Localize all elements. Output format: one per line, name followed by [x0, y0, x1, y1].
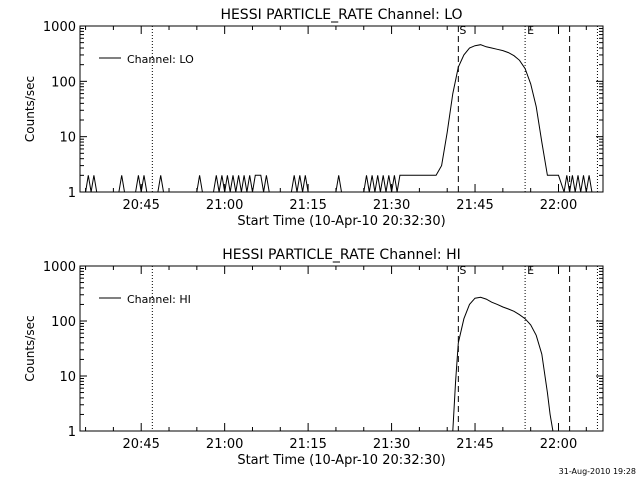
y-tick-label: 100: [51, 315, 76, 330]
x-tick-label: 21:30: [373, 437, 410, 452]
y-axis-label: Counts/sec: [23, 315, 37, 381]
y-tick-label: 1000: [43, 260, 76, 275]
x-tick-label: 21:45: [456, 198, 493, 213]
plot-frame: [79, 265, 604, 432]
marker-label-s: S: [459, 264, 466, 277]
y-tick-label: 10: [59, 131, 76, 146]
y-tick-label: 10: [59, 370, 76, 385]
x-tick-label: 21:15: [289, 198, 326, 213]
x-tick-label: 21:30: [373, 198, 410, 213]
x-tick-label: 22:00: [540, 198, 577, 213]
y-tick-label: 1000: [43, 20, 76, 35]
y-tick-label: 100: [51, 75, 76, 90]
chart-title: HESSI PARTICLE_RATE Channel: LO: [220, 7, 462, 23]
series-line-hi: [452, 296, 554, 432]
plot-frame: [79, 25, 604, 193]
footer-timestamp: 31-Aug-2010 19:28: [559, 467, 636, 476]
marker-label-s: S: [459, 24, 466, 37]
x-axis-label: Start Time (10-Apr-10 20:32:30): [237, 453, 445, 468]
x-tick-label: 20:45: [122, 437, 159, 452]
y-tick-label: 1: [68, 186, 76, 201]
marker-label-e: E: [527, 24, 534, 37]
x-axis-label: Start Time (10-Apr-10 20:32:30): [237, 214, 445, 229]
series-line-lo: [85, 44, 593, 193]
x-tick-label: 21:00: [206, 437, 243, 452]
legend-label: Channel: LO: [127, 53, 194, 66]
x-tick-label: 21:15: [289, 437, 326, 452]
x-tick-label: 22:00: [540, 437, 577, 452]
x-tick-label: 21:00: [206, 198, 243, 213]
chart-title: HESSI PARTICLE_RATE Channel: HI: [222, 247, 460, 263]
marker-label-e: E: [527, 264, 534, 277]
x-tick-label: 21:45: [456, 437, 493, 452]
y-axis-label: Counts/sec: [23, 76, 37, 142]
legend-label: Channel: HI: [127, 293, 191, 306]
y-tick-label: 1: [68, 425, 76, 440]
x-tick-label: 20:45: [122, 198, 159, 213]
